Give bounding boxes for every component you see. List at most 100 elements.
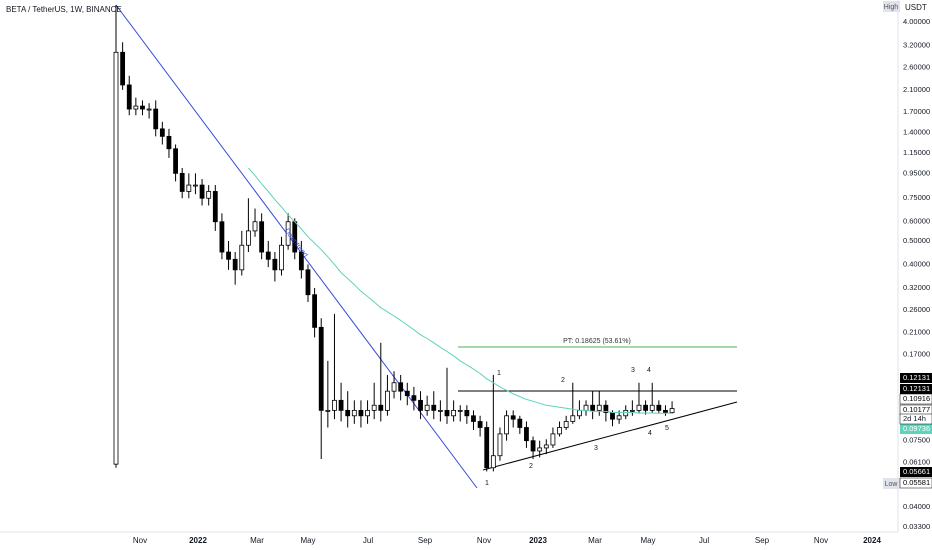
candle-body — [424, 404, 430, 411]
price-badge-label: 0.12131 — [903, 384, 930, 393]
annotation: 1 — [497, 370, 501, 377]
candle-body — [312, 294, 318, 328]
candle-body — [590, 404, 596, 411]
price-badge — [900, 467, 932, 477]
plot — [113, 5, 675, 472]
candle-body — [332, 399, 337, 411]
y-tick-label: 0.21000 — [903, 327, 930, 336]
candle-body — [186, 184, 192, 192]
y-tick-label: 2.60000 — [903, 62, 930, 71]
candle-body — [543, 444, 549, 449]
x-tick-label: Jul — [699, 536, 709, 545]
candle-body — [616, 415, 622, 420]
y-tick-label: 1.15000 — [903, 148, 930, 157]
candle-body — [279, 244, 284, 271]
candle-body — [126, 84, 132, 110]
candle-body — [471, 415, 476, 422]
candle-body — [517, 418, 523, 428]
y-tick-label: 0.26000 — [903, 305, 930, 314]
candle-body — [550, 433, 556, 446]
x-tick-label: May — [640, 536, 655, 545]
price-badge — [900, 424, 932, 434]
y-tick-label: 0.32000 — [903, 283, 930, 292]
support-line — [482, 401, 738, 471]
candle-body — [649, 404, 655, 411]
candle-body — [391, 382, 397, 392]
price-badge-label: 0.05581 — [903, 478, 930, 487]
candle-body — [530, 440, 536, 452]
candle-body — [252, 221, 258, 232]
candle-body — [524, 427, 529, 442]
y-tick-label: 0.75000 — [903, 193, 930, 202]
candle-body — [378, 404, 384, 411]
candle-body — [265, 251, 271, 260]
candle-body — [636, 404, 642, 411]
y-tick-label: 0.04000 — [903, 502, 930, 511]
candle-body — [464, 409, 470, 417]
x-tick-label: Nov — [133, 536, 147, 545]
candle-body — [173, 148, 178, 174]
candle-body — [371, 404, 377, 411]
annotation: 1 — [485, 480, 489, 487]
candle-body — [570, 415, 576, 422]
candle-body — [484, 427, 490, 469]
candle-body — [133, 105, 139, 110]
candle-body — [140, 105, 145, 110]
candle-body — [206, 191, 212, 199]
candle-body — [351, 409, 357, 417]
candle-body — [477, 421, 483, 428]
candle-body — [325, 409, 331, 412]
candle-body — [643, 404, 648, 411]
candle-body — [153, 108, 159, 130]
x-tick-label: Mar — [588, 536, 602, 545]
price-badge-label: 0.09736 — [903, 424, 930, 433]
candle-body — [166, 135, 172, 150]
candle-body — [226, 251, 231, 260]
annotation: 2 — [529, 463, 533, 470]
annotation: 4 — [647, 367, 651, 374]
candle-body — [497, 433, 503, 457]
y-tick-label: 0.06100 — [903, 457, 930, 466]
candle-body — [113, 51, 119, 465]
candle-body — [285, 221, 291, 246]
candle-body — [305, 269, 311, 296]
candle-body — [338, 399, 344, 411]
candle-body — [603, 404, 609, 413]
candle-body — [345, 409, 351, 417]
candle-body — [557, 427, 562, 435]
candle-body — [120, 51, 126, 86]
candle-body — [318, 326, 324, 411]
candle-body — [365, 409, 370, 417]
candle-body — [212, 191, 218, 223]
y-tick-label: 0.07500 — [903, 436, 930, 445]
high-tag: High — [884, 4, 899, 11]
price-badge — [900, 384, 932, 394]
currency: USDT — [905, 3, 927, 12]
annotation: 3 — [594, 445, 598, 452]
candle-body — [451, 409, 457, 417]
candle-body — [219, 221, 225, 253]
legend: BETA / TetherUS, 1W, BINANCE — [6, 5, 122, 14]
annotation: PT: 0.18625 (53.61%) — [563, 338, 631, 345]
candle-body — [504, 415, 509, 435]
y-tick-label: 2.10000 — [903, 85, 930, 94]
candle-body — [245, 230, 251, 246]
countdown-bg — [899, 413, 932, 425]
candle-body — [385, 390, 390, 411]
low-tag: Low — [885, 481, 899, 488]
x-tick-label: Jul — [363, 536, 373, 545]
candle-body — [444, 409, 450, 417]
x-tick-label: Nov — [477, 536, 491, 545]
candle-body — [510, 415, 516, 420]
annotation: 5 — [665, 425, 669, 432]
x-tick-label: May — [300, 536, 315, 545]
x-tick-label: Nov — [814, 536, 828, 545]
candle-body — [232, 258, 238, 271]
x-tick-label: Sep — [755, 536, 770, 545]
candle-body — [298, 251, 304, 271]
y-tick-label: 1.70000 — [903, 107, 930, 116]
countdown: 2d 14h — [903, 414, 926, 423]
candle-body — [610, 412, 615, 420]
candle-body — [623, 409, 629, 417]
